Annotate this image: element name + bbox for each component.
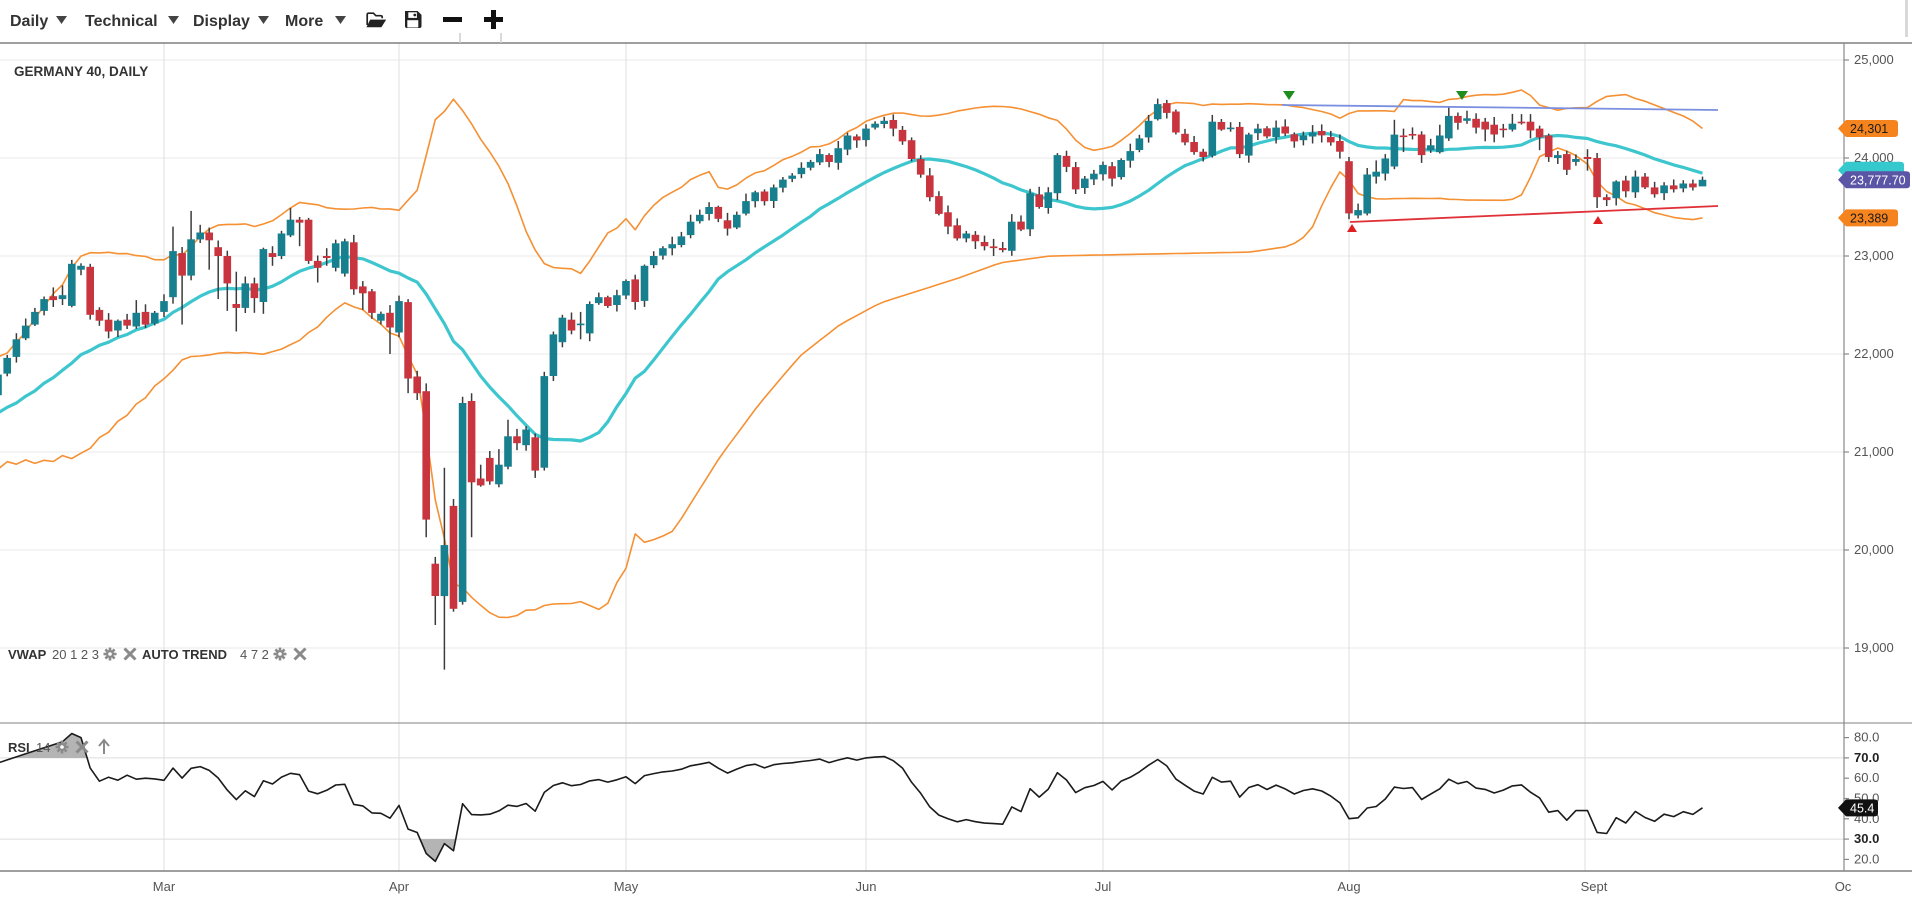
svg-text:Daily: Daily	[10, 13, 48, 30]
svg-text:24,301: 24,301	[1850, 122, 1888, 136]
svg-text:Mar: Mar	[153, 879, 176, 894]
svg-text:20.0: 20.0	[1854, 851, 1879, 866]
svg-text:More: More	[285, 13, 323, 30]
svg-text:20 1 2 3: 20 1 2 3	[52, 647, 99, 662]
svg-text:19,000: 19,000	[1854, 640, 1894, 655]
svg-text:60.0: 60.0	[1854, 770, 1879, 785]
svg-text:Apr: Apr	[389, 879, 410, 894]
svg-text:Sept: Sept	[1581, 879, 1608, 894]
svg-text:Aug: Aug	[1337, 879, 1360, 894]
svg-text:VWAP: VWAP	[8, 647, 47, 662]
svg-text:May: May	[614, 879, 639, 894]
svg-text:Display: Display	[193, 13, 250, 30]
svg-text:23,389: 23,389	[1850, 211, 1888, 225]
svg-text:22,000: 22,000	[1854, 346, 1894, 361]
svg-text:RSI: RSI	[8, 740, 30, 755]
svg-text:GERMANY 40, DAILY: GERMANY 40, DAILY	[14, 64, 148, 79]
svg-text:70.0: 70.0	[1854, 750, 1879, 765]
svg-text:4 7 2: 4 7 2	[240, 647, 269, 662]
svg-text:20,000: 20,000	[1854, 542, 1894, 557]
svg-text:Technical: Technical	[85, 13, 158, 30]
svg-text:21,000: 21,000	[1854, 444, 1894, 459]
svg-text:AUTO TREND: AUTO TREND	[142, 647, 227, 662]
svg-text:14: 14	[36, 740, 50, 755]
svg-text:30.0: 30.0	[1854, 831, 1879, 846]
svg-text:80.0: 80.0	[1854, 730, 1879, 745]
svg-text:Jul: Jul	[1095, 879, 1112, 894]
svg-text:25,000: 25,000	[1854, 52, 1894, 67]
svg-text:Oc: Oc	[1835, 879, 1852, 894]
svg-text:45.4: 45.4	[1850, 801, 1874, 815]
svg-text:23,777.70: 23,777.70	[1850, 173, 1906, 187]
svg-text:23,000: 23,000	[1854, 248, 1894, 263]
svg-text:Jun: Jun	[856, 879, 877, 894]
